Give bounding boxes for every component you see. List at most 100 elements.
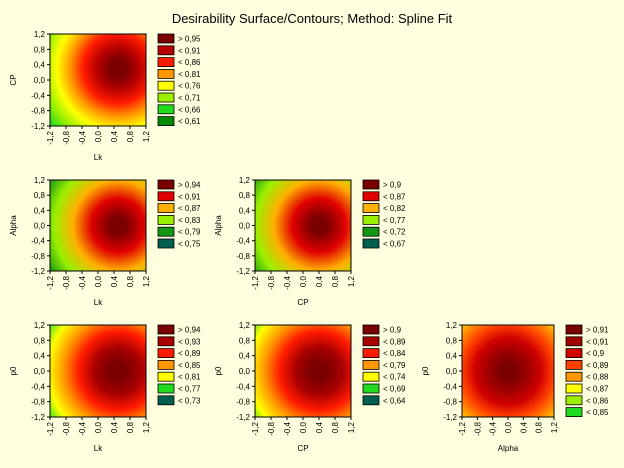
y-tick-label: -1,2 [443,413,457,422]
y-tick-label: -0,8 [443,398,457,407]
x-tick-label: 0,0 [299,421,308,433]
y-tick-label: 0,8 [446,336,458,345]
legend-label: < 0,87 [178,204,201,213]
legend-label: < 0,87 [586,385,609,394]
legend-swatch [362,336,380,347]
legend-swatch [362,179,380,190]
legend-swatch [362,359,380,370]
x-tick-label: 0,4 [519,421,528,433]
legend-label: < 0,77 [178,385,201,394]
y-tick-label: -0,8 [31,107,45,116]
x-axis-label: Lk [94,153,103,162]
x-axis-label: Lk [94,298,103,307]
contour-surface [255,180,351,271]
legend-label: < 0,72 [383,228,406,237]
x-tick-label: -0,4 [283,275,292,289]
x-tick-label: -1,2 [46,275,55,289]
x-tick-label: 0,4 [315,275,324,287]
x-tick-label: 0,8 [331,275,340,287]
legend-label: < 0,89 [383,337,406,346]
panel-p0-vs-cp: -1,2-1,2 -0,8 -0,8 -0,4 -0,4 0,0 0,0 0,4 0,4 0,8 0… [214,321,406,453]
legend-label: < 0,74 [383,373,406,382]
y-tick-label: 0,8 [34,336,46,345]
legend-label: < 0,86 [178,58,201,67]
legend-swatch [157,395,175,406]
legend-label: < 0,85 [178,361,201,370]
legend-swatch [157,116,175,126]
legend-label: < 0,77 [383,216,406,225]
legend-label: < 0,69 [383,385,406,394]
y-tick-label: 0,0 [446,367,458,376]
legend-swatch [362,371,380,382]
x-tick-label: -0,8 [62,421,71,435]
x-tick-label: 0,0 [299,275,308,287]
y-tick-label: 0,8 [34,45,46,54]
x-tick-label: -1,2 [46,130,55,144]
x-tick-label: 1,2 [550,421,559,433]
y-tick-label: 0,0 [34,222,46,231]
legend-label: > 0,9 [383,181,402,190]
legend-label: < 0,64 [383,396,406,405]
legend-label: < 0,76 [178,82,201,91]
legend-swatch [157,80,175,91]
x-axis-label: CP [297,298,308,307]
legend-label: < 0,67 [383,240,406,249]
legend-swatch [565,371,583,382]
y-tick-label: 1,2 [34,176,46,185]
legend-swatch [565,324,583,335]
legend-swatch [157,45,175,56]
x-tick-label: 0,4 [110,275,119,287]
legend-label: < 0,83 [178,216,201,225]
legend-swatch [157,57,175,67]
y-tick-label: 0,4 [34,61,46,70]
legend-label: < 0,71 [178,94,201,103]
legend-swatch [157,69,175,79]
x-tick-label: 1,2 [142,130,151,142]
legend-swatch [157,324,175,335]
panel-cp-vs-lk: -1,2-1,2 -0,8 -0,8 -0,4 -0,4 0,0 0,0 0,4 0,4 0,8 0… [9,30,201,162]
x-tick-label: 0,0 [504,421,513,433]
x-axis-label: Lk [94,444,103,453]
legend-swatch [362,395,380,406]
y-tick-label: -1,2 [236,267,250,276]
legend-swatch [157,371,175,382]
legend-swatch [362,238,380,249]
y-tick-label: -0,4 [236,382,250,391]
x-tick-label: -0,4 [78,275,87,289]
legend-swatch [362,191,380,202]
legend-swatch [362,348,380,359]
x-tick-label: -0,4 [78,130,87,144]
contour-surface [50,34,146,126]
x-axis-label: Alpha [498,444,519,453]
x-tick-label: -1,2 [46,421,55,435]
legend-label: > 0,9 [383,326,402,335]
legend-label: < 0,93 [178,337,201,346]
y-axis-label: p0 [421,366,430,375]
x-tick-label: 1,2 [347,421,356,433]
x-tick-label: -1,2 [251,275,260,289]
x-tick-label: -1,2 [251,421,260,435]
y-tick-label: 0,4 [239,352,251,361]
legend-label: < 0,82 [383,204,406,213]
y-tick-label: -1,2 [31,413,45,422]
y-tick-label: -0,4 [236,237,250,246]
panel-alpha-vs-lk: -1,2-1,2 -0,8 -0,8 -0,4 -0,4 0,0 0,0 0,4 0,4 0,8 0… [9,176,201,307]
legend-swatch [565,383,583,394]
y-axis-label: p0 [9,366,18,375]
legend-swatch [362,203,380,214]
legend-label: < 0,79 [383,361,406,370]
y-tick-label: 0,0 [239,367,251,376]
y-axis-label: Alpha [214,215,223,236]
legend-label: > 0,94 [178,326,201,335]
legend-label: < 0,91 [178,46,201,55]
y-tick-label: 1,2 [34,321,46,330]
x-tick-label: 0,8 [331,421,340,433]
legend-label: < 0,84 [383,349,406,358]
legend-swatch [157,92,175,103]
legend-swatch [157,359,175,370]
legend-swatch [157,203,175,214]
legend-swatch [157,226,175,237]
y-tick-label: 1,2 [239,321,251,330]
x-tick-label: 0,0 [94,130,103,142]
